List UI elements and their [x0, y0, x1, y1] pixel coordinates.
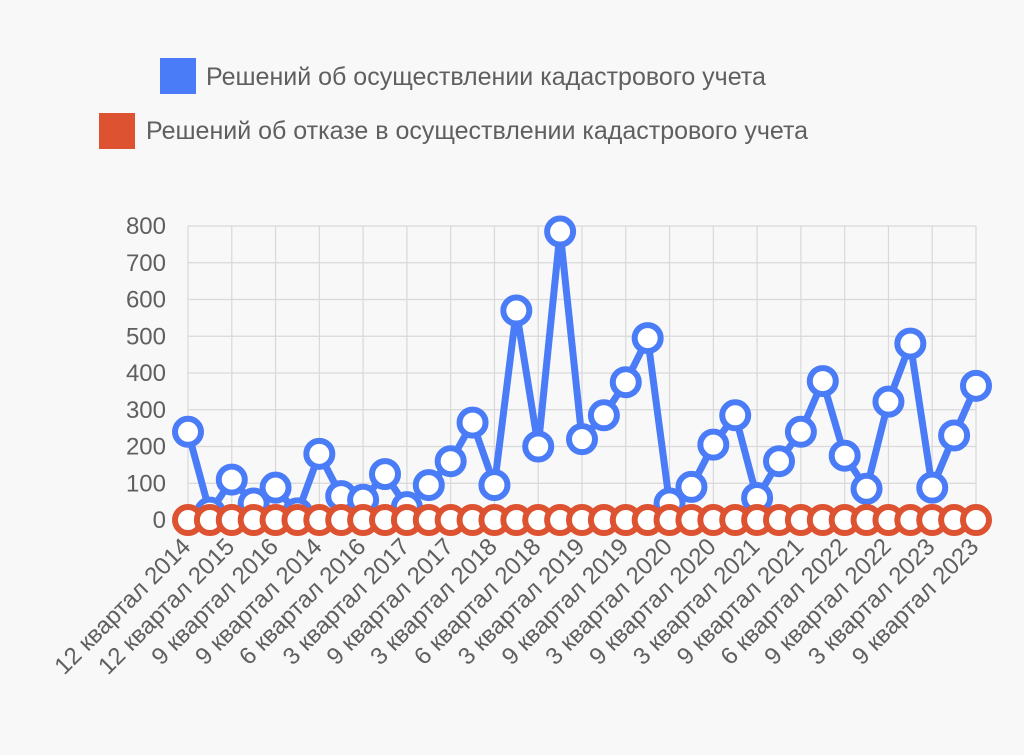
series-approvals [172, 215, 992, 530]
data-point[interactable] [434, 445, 467, 478]
data-point[interactable] [960, 504, 992, 536]
legend-label-approvals: Решений об осуществлении кадастрового уч… [206, 63, 766, 91]
data-point[interactable] [719, 399, 752, 432]
legend-item-approvals[interactable]: Решений об осуществлении кадастрового уч… [160, 58, 766, 94]
series [172, 215, 992, 536]
data-point[interactable] [828, 439, 861, 472]
data-point[interactable] [456, 406, 489, 439]
y-tick-label: 100 [126, 470, 166, 497]
series-refusals [172, 504, 992, 536]
grid [187, 225, 977, 521]
data-point[interactable] [763, 445, 795, 478]
data-point[interactable] [916, 471, 949, 504]
data-point[interactable] [478, 469, 511, 502]
y-tick-label: 700 [126, 250, 166, 277]
y-tick-label: 800 [126, 213, 166, 240]
legend-swatch-approvals [160, 58, 196, 94]
data-point[interactable] [894, 327, 927, 360]
legend: Решений об осуществлении кадастрового уч… [99, 58, 808, 149]
data-point[interactable] [259, 471, 292, 504]
data-point[interactable] [675, 470, 708, 503]
y-tick-label: 500 [126, 323, 166, 350]
data-point[interactable] [850, 472, 883, 505]
data-point[interactable] [806, 365, 839, 398]
data-point[interactable] [303, 437, 336, 470]
legend-label-refusals: Решений об отказе в осуществлении кадаст… [146, 117, 808, 145]
data-point[interactable] [784, 415, 817, 448]
y-axis: 0 100 200 300 400 500 600 700 800 [126, 213, 166, 534]
data-point[interactable] [500, 294, 533, 327]
data-point[interactable] [412, 469, 445, 502]
data-point[interactable] [544, 215, 577, 248]
data-point[interactable] [631, 322, 664, 355]
data-point[interactable] [938, 419, 971, 452]
y-tick-label: 200 [126, 434, 166, 461]
data-point[interactable] [960, 369, 992, 402]
data-point[interactable] [215, 463, 248, 496]
y-tick-label: 600 [126, 287, 166, 314]
y-tick-label: 0 [153, 507, 166, 534]
data-point[interactable] [566, 423, 598, 456]
data-point[interactable] [697, 428, 730, 461]
y-tick-label: 300 [126, 397, 166, 424]
data-point[interactable] [587, 399, 620, 432]
data-point[interactable] [172, 415, 204, 448]
data-point[interactable] [522, 430, 555, 463]
data-point[interactable] [369, 458, 401, 491]
y-tick-label: 400 [126, 360, 166, 387]
legend-swatch-refusals [99, 113, 135, 149]
data-point[interactable] [872, 385, 905, 418]
data-point[interactable] [609, 366, 642, 399]
legend-item-refusals[interactable]: Решений об отказе в осуществлении кадаст… [99, 113, 808, 149]
